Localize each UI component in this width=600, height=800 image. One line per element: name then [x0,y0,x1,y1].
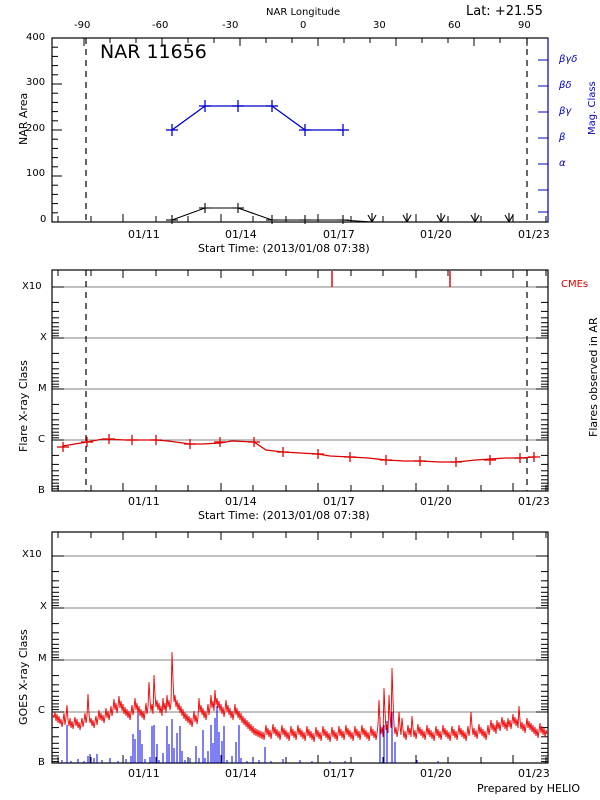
latitude-label: Lat: +21.55 [466,4,543,19]
nar-area-panel: NAR Longitude Lat: +21.55 NAR 11656 -90 … [0,0,600,262]
cmes-label: CMEs [561,279,589,290]
x-tick-0123: 01/23 [518,228,550,241]
y-tick-x10-bot: X10 [22,549,42,560]
flare-event-bars [61,706,439,763]
x-tick-0111-mid: 01/11 [128,495,160,508]
start-time-label-mid: Start Time: (2013/01/08 07:38) [198,509,370,522]
y-tick-0: 0 [40,214,47,225]
top-axis-title: NAR Longitude [266,7,341,18]
y-tick-c-bot: C [38,705,45,716]
y-tick-x-bot: X [40,601,47,612]
flare-xray-plot [51,269,549,492]
mag-class-series [171,105,343,131]
prepared-by-label: Prepared by HELIO [477,782,580,795]
x-tick-0120-bot: 01/20 [420,767,452,780]
top-tick-0: 0 [300,20,307,31]
mag-class-tick-bd: βδ [559,80,572,91]
y-tick-x-mid: X [40,332,47,343]
y-tick-b-bot: B [38,757,45,768]
flare-class-markers [57,434,540,467]
x-tick-0120: 01/20 [420,228,452,241]
flare-class-series [62,438,535,463]
x-tick-0117: 01/17 [323,228,355,241]
x-tick-0114: 01/14 [225,228,257,241]
goes-xray-class-panel: GOES X-ray Class X10 X M C B 01/11 01/14… [0,520,600,800]
y-tick-100: 100 [26,168,46,179]
y-tick-x10-mid: X10 [22,281,42,292]
top-tick-30: 30 [373,20,386,31]
top-tick--60: -60 [152,20,169,31]
mag-class-tick-b: β [559,132,566,143]
top-tick-60: 60 [448,20,461,31]
x-tick-0117-bot: 01/17 [323,767,355,780]
y-tick-c-mid: C [38,434,45,445]
x-tick-0123-bot: 01/23 [518,767,550,780]
x-tick-0114-bot: 01/14 [225,767,257,780]
zero-limit-arrow-markers [367,213,514,223]
top-tick-90: 90 [518,20,531,31]
start-time-label-top: Start Time: (2013/01/08 07:38) [198,242,370,255]
y-tick-400: 400 [26,32,46,43]
x-tick-0111: 01/11 [128,228,160,241]
mag-class-tick-bg: βγ [559,106,572,117]
flare-xray-class-panel: Flare X-ray Class X10 X M C B CMEs Flare… [0,262,600,522]
x-tick-0117-mid: 01/17 [323,495,355,508]
nar-area-markers [166,203,349,224]
x-tick-0114-mid: 01/14 [225,495,257,508]
top-tick--30: -30 [222,20,239,31]
page-title: NAR 11656 [100,41,207,63]
mag-class-markers [166,100,349,136]
y-tick-m-bot: M [38,653,47,664]
x-tick-0111-bot: 01/11 [128,767,160,780]
x-tick-0120-mid: 01/20 [420,495,452,508]
mag-class-tick-a: α [559,158,566,169]
y-tick-200: 200 [26,123,46,134]
mag-class-tick-bgd: βγδ [559,54,578,65]
x-tick-0123-mid: 01/23 [518,495,550,508]
top-tick--90: -90 [74,20,91,31]
goes-xray-plot [51,531,549,764]
y-tick-300: 300 [26,77,46,88]
y-tick-m-mid: M [38,383,47,394]
y-tick-b-mid: B [38,485,45,496]
nar-area-plot [51,37,549,224]
goes-flux-series [52,651,548,743]
